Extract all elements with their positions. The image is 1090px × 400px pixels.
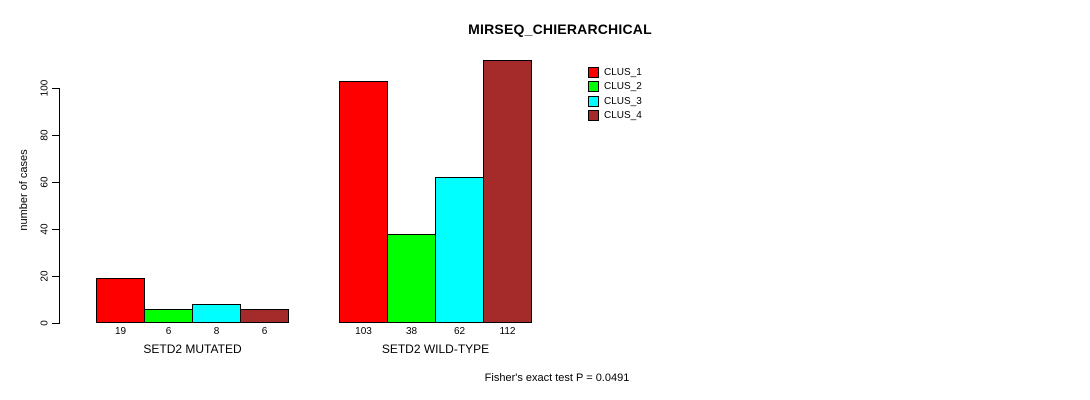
y-tick-label: 100 — [39, 79, 51, 97]
legend: CLUS_1 CLUS_2 CLUS_3 CLUS_4 — [588, 65, 642, 123]
y-tick-label: 0 — [39, 320, 51, 326]
x-group-label: SETD2 WILD-TYPE — [381, 342, 490, 356]
bar-clus_2-setd2-mutated — [144, 309, 193, 323]
legend-swatch-clus-2 — [588, 81, 599, 93]
bar-value-label: 62 — [453, 326, 466, 337]
bar-clus_4-setd2-wild-type — [483, 60, 532, 323]
y-tick — [52, 88, 59, 89]
y-tick — [52, 276, 59, 277]
legend-item: CLUS_2 — [588, 80, 642, 95]
y-tick — [52, 182, 59, 183]
bar-value-label: 112 — [499, 326, 516, 337]
x-group-label: SETD2 MUTATED — [143, 342, 242, 356]
y-tick-label: 40 — [39, 223, 51, 235]
legend-label-clus-4: CLUS_4 — [604, 110, 642, 122]
bar-clus_1-setd2-wild-type — [339, 81, 388, 323]
y-tick-label: 80 — [39, 129, 51, 141]
bar-clus_3-setd2-mutated — [192, 304, 241, 323]
y-axis-label: number of cases — [18, 149, 30, 231]
y-tick — [52, 229, 59, 230]
legend-swatch-clus-3 — [588, 95, 599, 107]
bar-value-label: 6 — [165, 326, 172, 337]
bar-clus_3-setd2-wild-type — [435, 177, 484, 323]
legend-swatch-clus-1 — [588, 66, 599, 78]
footer-stat: Fisher's exact test P = 0.0491 — [484, 372, 630, 384]
bar-value-label: 8 — [213, 326, 220, 337]
bar-value-label: 19 — [114, 326, 127, 337]
bar-value-label: 103 — [355, 326, 372, 337]
legend-swatch-clus-4 — [588, 110, 599, 122]
legend-item: CLUS_1 — [588, 65, 642, 80]
bar-clus_2-setd2-wild-type — [387, 234, 436, 323]
bar-clus_4-setd2-mutated — [240, 309, 289, 323]
legend-item: CLUS_3 — [588, 94, 642, 109]
legend-label-clus-2: CLUS_2 — [604, 81, 642, 93]
y-tick — [52, 135, 59, 136]
legend-item: CLUS_4 — [588, 109, 642, 124]
chart-title: MIRSEQ_CHIERARCHICAL — [468, 21, 652, 37]
bar-value-label: 38 — [405, 326, 418, 337]
y-tick-label: 60 — [39, 176, 51, 188]
y-tick — [52, 323, 59, 324]
bar-clus_1-setd2-mutated — [96, 278, 145, 323]
bar-value-label: 6 — [261, 326, 268, 337]
legend-label-clus-3: CLUS_3 — [604, 95, 642, 107]
y-axis-line — [59, 88, 60, 324]
y-tick-label: 20 — [39, 270, 51, 282]
legend-label-clus-1: CLUS_1 — [604, 66, 642, 78]
